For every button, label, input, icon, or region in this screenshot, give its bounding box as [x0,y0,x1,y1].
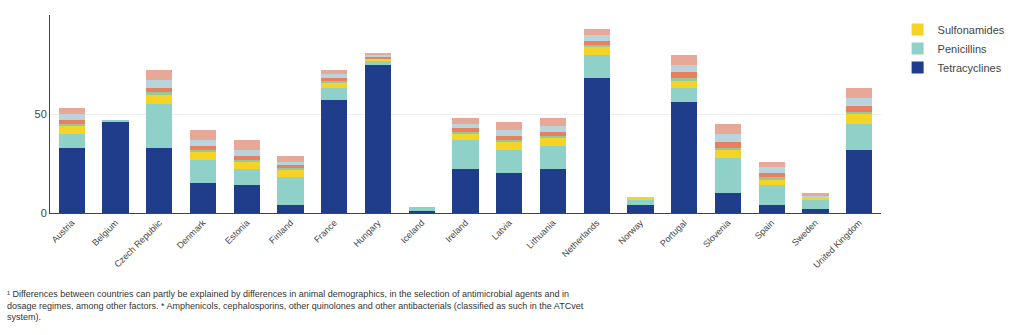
svg-text:France: France [312,218,339,245]
svg-text:Spain: Spain [753,218,776,241]
svg-text:Belgium: Belgium [90,218,120,248]
svg-text:Penicillins: Penicillins [938,43,987,55]
svg-text:Lithuania: Lithuania [525,218,558,251]
svg-text:Estonia: Estonia [223,218,251,246]
svg-text:¹ Differences between countrie: ¹ Differences between countries can part… [7,289,584,322]
svg-text:Sulfonamides: Sulfonamides [938,24,1005,36]
svg-text:Portugal: Portugal [658,218,689,249]
svg-text:Tetracyclines: Tetracyclines [938,62,1002,74]
svg-text:0: 0 [41,207,47,219]
svg-text:Ireland: Ireland [444,218,471,245]
svg-text:Hungary: Hungary [351,217,382,248]
svg-text:Iceland: Iceland [399,218,427,246]
svg-text:Austria: Austria [50,218,77,245]
svg-text:Sweden: Sweden [790,218,820,248]
svg-text:Latvia: Latvia [490,218,514,242]
svg-text:Netherlands: Netherlands [560,217,602,259]
svg-text:Norway: Norway [616,217,645,246]
svg-text:Finland: Finland [267,218,295,246]
svg-text:Denmark: Denmark [175,217,208,250]
svg-text:Slovenia: Slovenia [701,218,732,249]
svg-text:Czech Republic: Czech Republic [112,217,164,269]
svg-text:50: 50 [35,108,47,120]
svg-text:United Kingdom: United Kingdom [811,218,863,270]
